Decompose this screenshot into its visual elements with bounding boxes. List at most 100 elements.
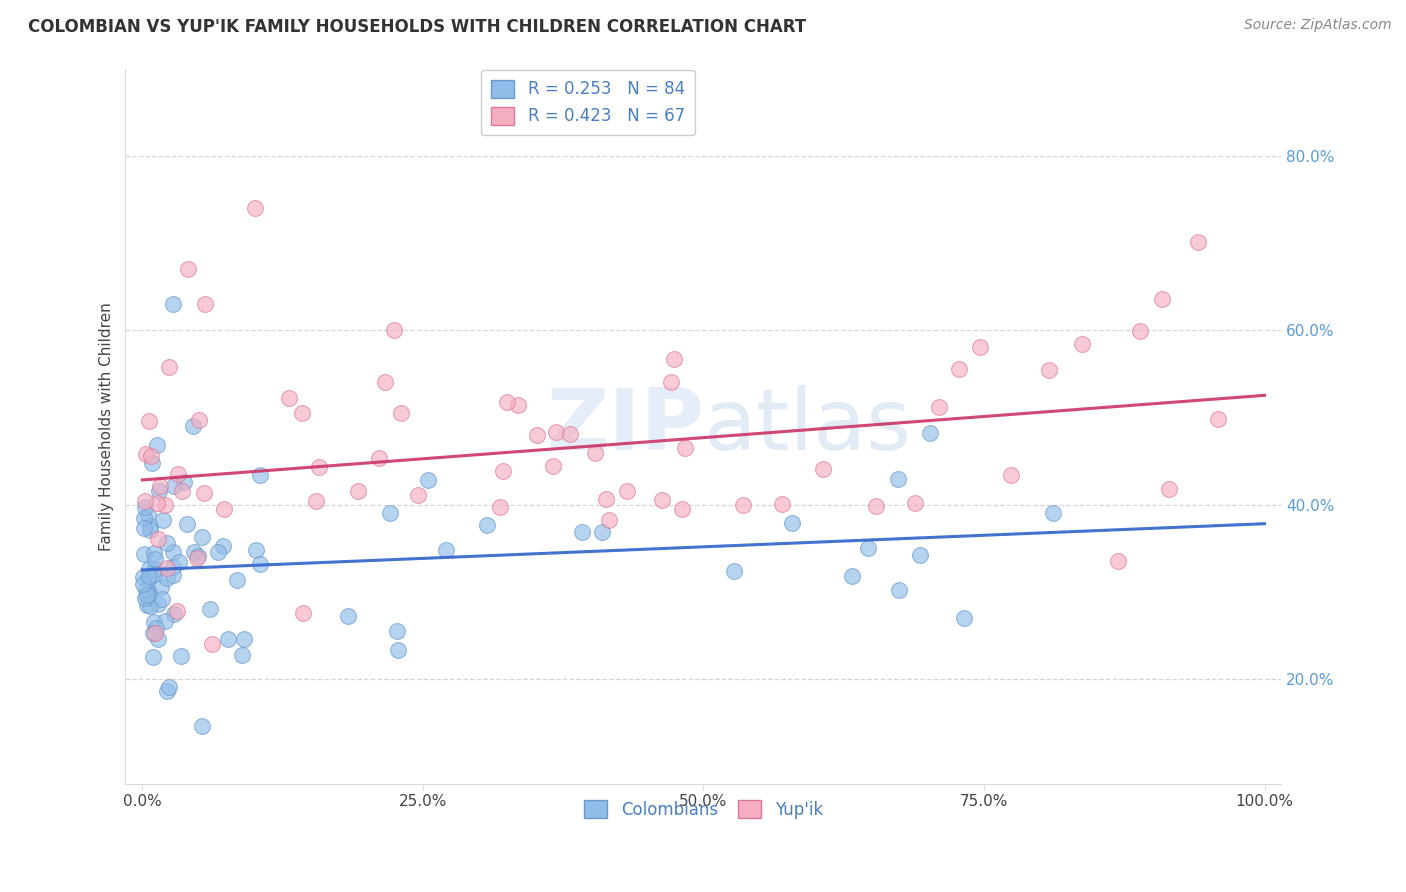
- Point: [1042, 506, 1064, 520]
- Point: [291, 406, 314, 420]
- Point: [138, 523, 160, 537]
- Point: [291, 606, 314, 620]
- Point: [183, 545, 205, 559]
- Point: [492, 464, 515, 478]
- Point: [136, 508, 159, 523]
- Point: [416, 473, 439, 487]
- Point: [162, 544, 184, 558]
- Text: COLOMBIAN VS YUP'IK FAMILY HOUSEHOLDS WITH CHILDREN CORRELATION CHART: COLOMBIAN VS YUP'IK FAMILY HOUSEHOLDS WI…: [28, 18, 806, 36]
- Point: [132, 521, 155, 535]
- Point: [733, 498, 755, 512]
- Point: [187, 549, 209, 563]
- Point: [143, 626, 166, 640]
- Point: [249, 468, 271, 483]
- Point: [135, 447, 157, 461]
- Point: [139, 519, 162, 533]
- Point: [651, 492, 673, 507]
- Point: [1107, 553, 1129, 567]
- Point: [145, 621, 167, 635]
- Point: [132, 577, 155, 591]
- Point: [146, 632, 169, 647]
- Point: [245, 543, 267, 558]
- Point: [157, 360, 180, 375]
- Point: [139, 450, 162, 464]
- Point: [508, 398, 530, 412]
- Point: [526, 428, 548, 442]
- Point: [1000, 467, 1022, 482]
- Point: [146, 438, 169, 452]
- Point: [166, 467, 188, 481]
- Point: [1208, 412, 1230, 426]
- Point: [969, 340, 991, 354]
- Point: [1157, 483, 1180, 497]
- Point: [142, 650, 165, 665]
- Point: [948, 362, 970, 376]
- Point: [139, 599, 162, 613]
- Point: [156, 561, 179, 575]
- Point: [434, 542, 457, 557]
- Point: [198, 602, 221, 616]
- Y-axis label: Family Households with Children: Family Households with Children: [100, 301, 114, 550]
- Point: [149, 479, 172, 493]
- Point: [928, 401, 950, 415]
- Point: [134, 591, 156, 605]
- Point: [673, 441, 696, 455]
- Point: [571, 524, 593, 539]
- Point: [194, 297, 217, 311]
- Point: [231, 648, 253, 662]
- Text: ZIP: ZIP: [546, 384, 703, 467]
- Point: [146, 495, 169, 509]
- Text: atlas: atlas: [703, 384, 911, 467]
- Legend: Colombians, Yup'ik: Colombians, Yup'ik: [578, 794, 830, 825]
- Point: [212, 539, 235, 553]
- Point: [887, 582, 910, 597]
- Point: [953, 610, 976, 624]
- Point: [856, 541, 879, 555]
- Point: [389, 406, 412, 420]
- Point: [1150, 293, 1173, 307]
- Point: [1187, 235, 1209, 249]
- Point: [1038, 363, 1060, 377]
- Point: [212, 502, 235, 516]
- Point: [172, 483, 194, 498]
- Point: [243, 201, 266, 215]
- Point: [904, 496, 927, 510]
- Point: [146, 532, 169, 546]
- Point: [217, 632, 239, 646]
- Point: [166, 604, 188, 618]
- Point: [155, 614, 177, 628]
- Point: [162, 568, 184, 582]
- Point: [132, 510, 155, 524]
- Point: [591, 525, 613, 540]
- Point: [337, 609, 360, 624]
- Point: [142, 546, 165, 560]
- Point: [191, 719, 214, 733]
- Point: [167, 555, 190, 569]
- Point: [661, 375, 683, 389]
- Point: [173, 475, 195, 489]
- Point: [134, 547, 156, 561]
- Point: [406, 488, 429, 502]
- Point: [162, 297, 184, 311]
- Point: [770, 496, 793, 510]
- Point: [156, 683, 179, 698]
- Point: [163, 607, 186, 622]
- Point: [780, 516, 803, 530]
- Point: [170, 649, 193, 664]
- Point: [723, 564, 745, 578]
- Point: [598, 513, 620, 527]
- Point: [141, 456, 163, 470]
- Point: [152, 513, 174, 527]
- Point: [811, 462, 834, 476]
- Point: [541, 459, 564, 474]
- Point: [616, 484, 638, 499]
- Point: [138, 587, 160, 601]
- Point: [193, 486, 215, 500]
- Point: [865, 500, 887, 514]
- Point: [347, 483, 370, 498]
- Point: [662, 352, 685, 367]
- Point: [181, 419, 204, 434]
- Point: [135, 588, 157, 602]
- Point: [382, 323, 405, 337]
- Point: [232, 632, 254, 647]
